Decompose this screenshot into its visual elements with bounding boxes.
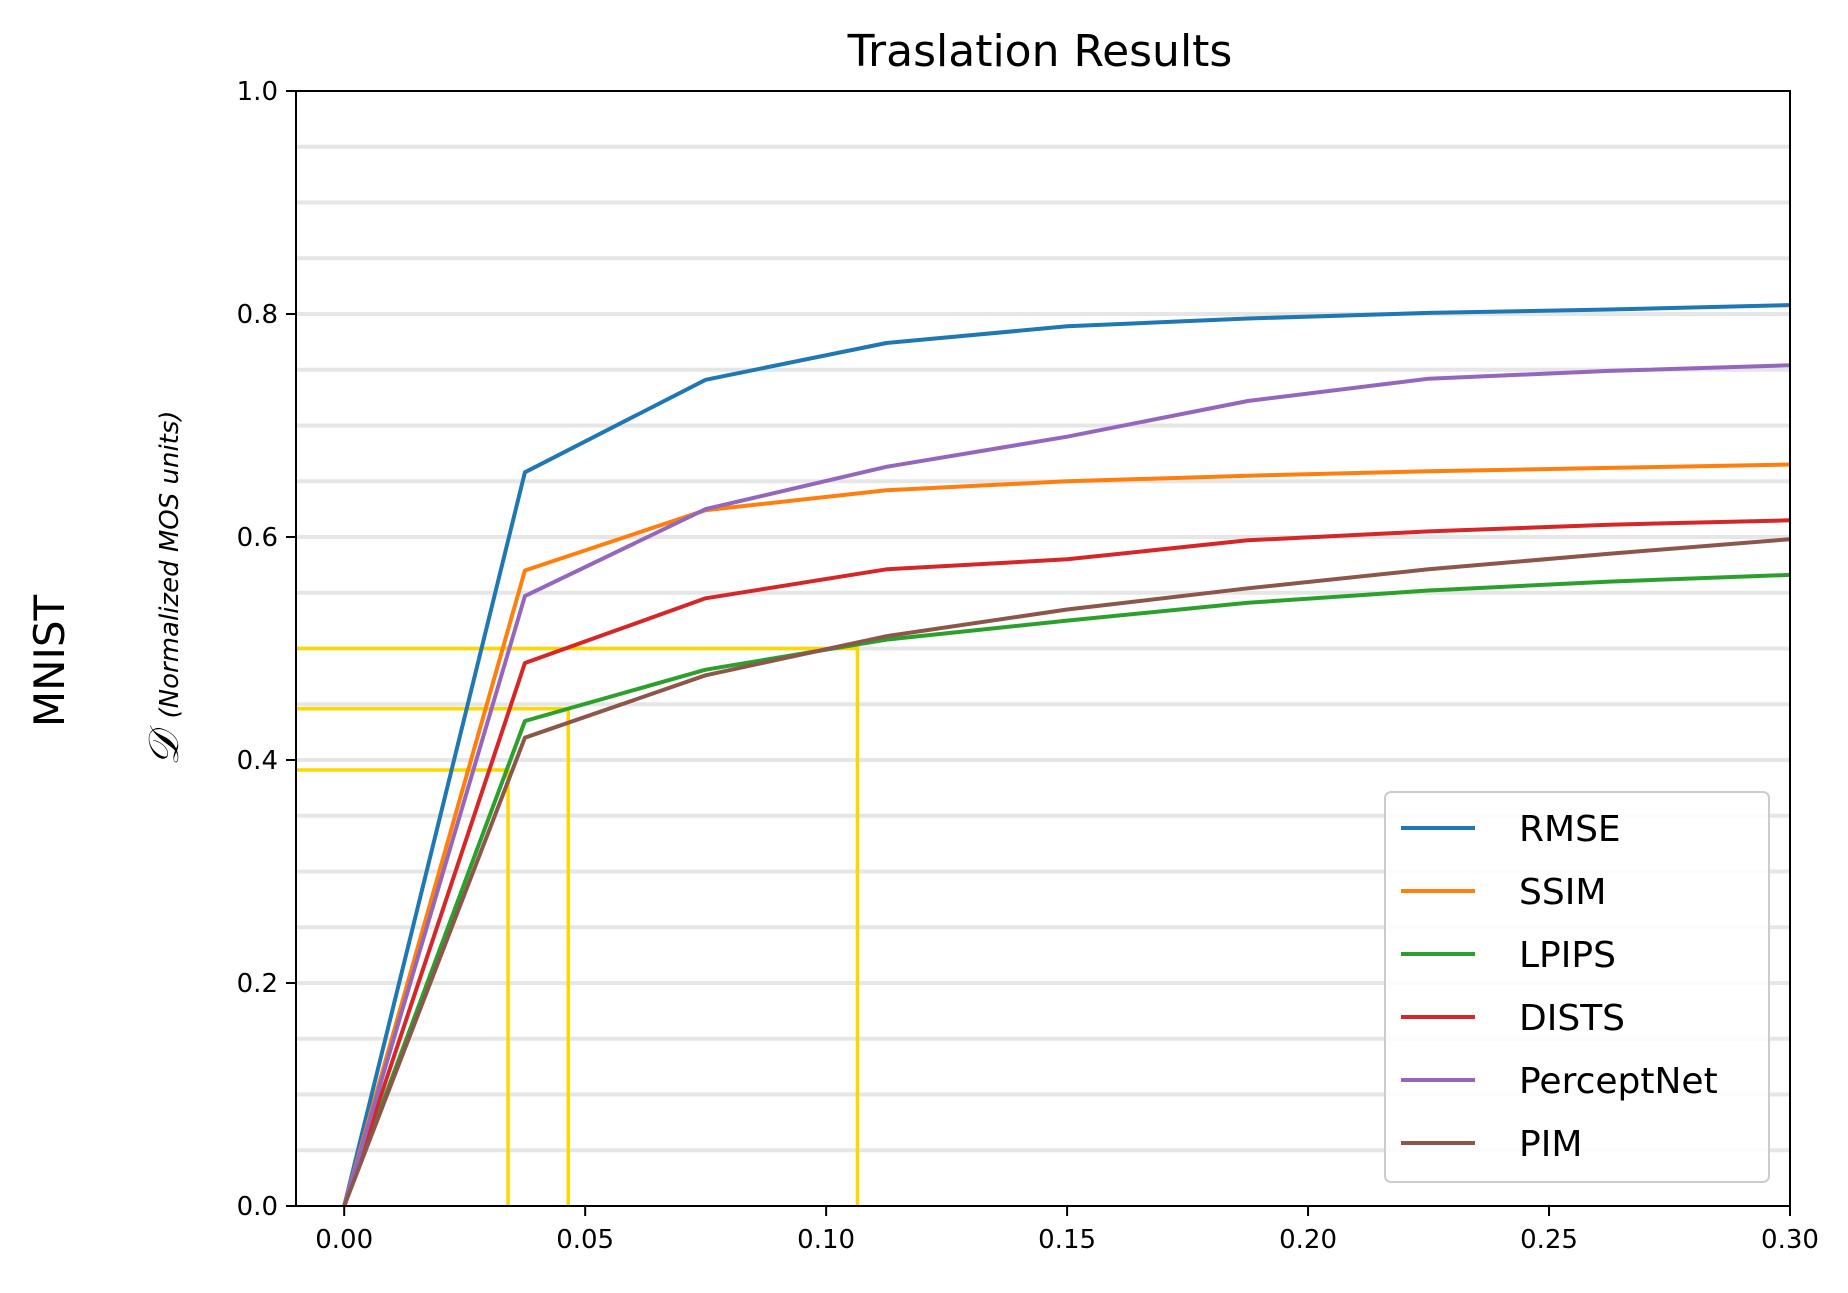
legend-label-dists: DISTS: [1519, 998, 1625, 1039]
series-line-ssim: [342, 462, 1791, 1207]
x-tick-label: 0.00: [315, 1225, 373, 1255]
y-tick-label: 1.0: [237, 77, 278, 107]
legend-label-lpips: LPIPS: [1519, 935, 1616, 976]
legend-label-pim: PIM: [1519, 1124, 1582, 1165]
x-tick-label: 0.20: [1279, 1225, 1337, 1255]
y-axis-label: 𝒟 (Normalized MOS units): [139, 410, 188, 766]
reference-guide-line: [296, 768, 510, 1206]
chart-title: Traslation Results: [847, 26, 1233, 77]
y-tick-label: 0.8: [237, 300, 278, 330]
legend-box: [1384, 791, 1770, 1183]
legend-label-perceptnet: PerceptNet: [1519, 1061, 1718, 1102]
legend-label-ssim: SSIM: [1519, 872, 1606, 913]
series-line-rmse: [342, 303, 1791, 1207]
series-line-lpips: [342, 572, 1791, 1207]
y-tick-label: 0.6: [237, 523, 278, 553]
legend-label-rmse: RMSE: [1519, 809, 1621, 850]
y-tick-label: 0.2: [237, 969, 278, 999]
x-tick-label: 0.10: [797, 1225, 855, 1255]
x-tick-label: 0.25: [1520, 1225, 1578, 1255]
y-axis-symbol: 𝒟: [139, 725, 188, 766]
plot-area: 0.00 0.05 0.10 0.15 0.20 0.25 0.30 0.0 0.2 0.4 0.6…: [237, 77, 1819, 1255]
reference-guide-line: [296, 706, 571, 1206]
axes-frame: [295, 90, 1791, 1207]
y-tick-label: 0.0: [237, 1192, 278, 1222]
x-tick-label: 0.15: [1038, 1225, 1096, 1255]
y-tick-label: 0.4: [237, 746, 278, 776]
series-line-dists: [342, 518, 1791, 1207]
y-axis-units: (Normalized MOS units): [155, 410, 185, 718]
x-tick-label: 0.30: [1761, 1225, 1819, 1255]
series-line-perceptnet: [342, 363, 1791, 1207]
series-line-pim: [342, 537, 1791, 1207]
row-label: MNIST: [25, 594, 74, 727]
svg-text:𝒟(Normalized MOS units): 𝒟 (Normalized MOS units): [139, 410, 188, 766]
x-tick-label: 0.05: [556, 1225, 614, 1255]
